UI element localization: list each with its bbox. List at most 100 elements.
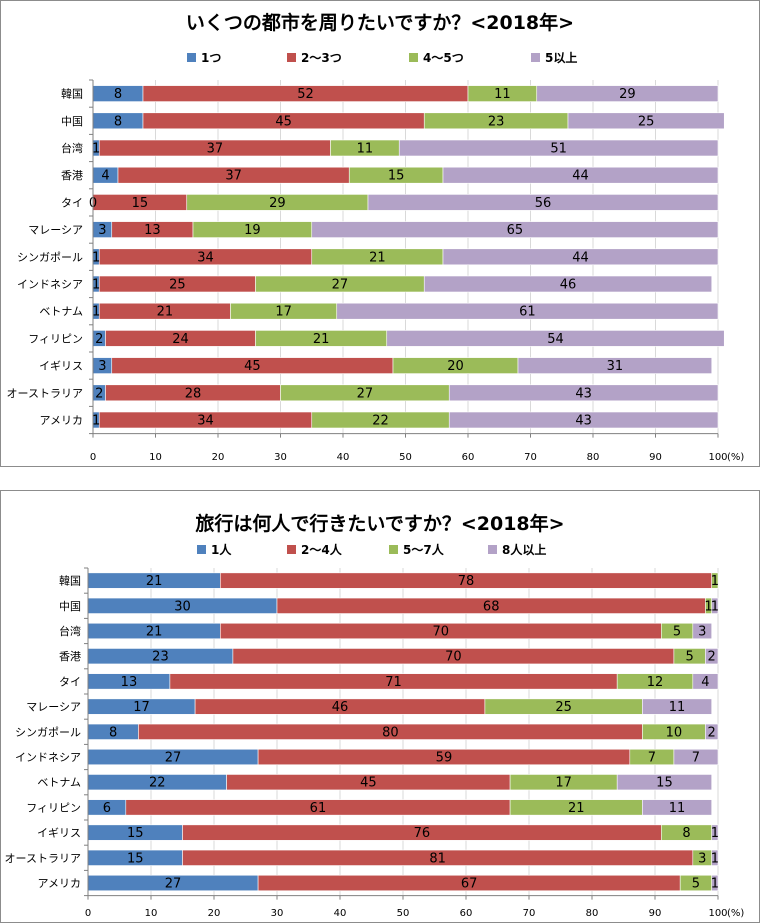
x-tick-label: 60 <box>460 908 473 919</box>
legend-swatch-3 <box>389 545 398 554</box>
legend-label-4: 5以上 <box>545 50 577 65</box>
x-tick-label: 50 <box>397 908 410 919</box>
category-label: インドネシア <box>17 278 83 291</box>
bar-segment <box>642 698 713 715</box>
data-label: 30 <box>174 599 191 614</box>
bar-segment <box>673 748 719 766</box>
data-label: 54 <box>547 332 564 347</box>
data-label: 2 <box>95 386 103 401</box>
data-label: 70 <box>433 625 450 640</box>
data-label: 27 <box>165 751 182 766</box>
legend-swatch-2 <box>287 53 296 62</box>
data-label: 1 <box>711 574 719 589</box>
data-label: 1 <box>92 250 100 265</box>
legend-label-3: 5～7人 <box>403 542 445 557</box>
bar-segment <box>536 85 719 102</box>
category-label: アメリカ <box>38 877 81 890</box>
x-tick-label: 80 <box>587 452 600 463</box>
chart-panel-cities: いくつの都市を周りたいですか？<2018年> 1つ 2～3つ 4～5つ 5以上 8 52 11… <box>0 0 760 467</box>
data-label: 71 <box>385 675 402 690</box>
data-label: 4 <box>101 169 109 184</box>
data-label: 8 <box>109 725 117 740</box>
data-label: 11 <box>494 87 511 102</box>
category-label: インドネシア <box>15 751 81 764</box>
bar-segment <box>448 411 719 429</box>
category-label: マレーシア <box>28 224 83 237</box>
x-tick-label: 90 <box>649 908 662 919</box>
x-tick-label: 10 <box>145 908 158 919</box>
legend-swatch-1 <box>187 53 196 62</box>
x-tick-label: 100 <box>708 908 727 919</box>
chart-panel-party-size: 旅行は何人で行きたいですか？<2018年> 1人 2～4人 5～7人 8人以上 21 78 1… <box>0 490 760 923</box>
data-label: 5 <box>673 625 681 640</box>
category-label: タイ <box>59 675 81 688</box>
legend-label-1: 1人 <box>211 542 232 557</box>
data-label: 22 <box>372 414 389 429</box>
data-label: 81 <box>429 851 446 866</box>
data-label: 17 <box>555 776 572 791</box>
data-label: 80 <box>382 725 399 740</box>
x-tick-label: 20 <box>212 452 225 463</box>
data-label: 1 <box>92 305 100 320</box>
data-label: 1 <box>92 278 100 293</box>
data-label: 21 <box>146 574 163 589</box>
data-label: 5 <box>686 650 694 665</box>
data-label: 15 <box>127 851 144 866</box>
x-tick-label: 30 <box>271 908 284 919</box>
data-label: 24 <box>172 332 189 347</box>
legend-label-2: 2～4人 <box>301 542 343 557</box>
data-label: 4 <box>701 675 709 690</box>
chart-title: 旅行は何人で行きたいですか？<2018年> <box>195 512 564 535</box>
data-label: 61 <box>310 801 327 816</box>
bar-segment <box>367 194 719 211</box>
category-label: 台湾 <box>61 141 83 155</box>
data-label: 21 <box>568 801 585 816</box>
data-label: 21 <box>146 625 163 640</box>
data-label: 25 <box>638 114 655 129</box>
data-label: 51 <box>550 142 567 157</box>
x-tick-label: 30 <box>274 452 287 463</box>
data-label: 3 <box>98 223 106 238</box>
category-label: ベトナム <box>39 305 83 318</box>
category-label: シンガポール <box>17 251 83 264</box>
bar-segment <box>336 302 719 320</box>
category-label: オーストラリア <box>5 852 81 865</box>
bar-segment <box>711 874 719 892</box>
legend-label-4: 8人以上 <box>502 542 546 557</box>
category-label: イギリス <box>37 827 81 840</box>
legend-swatch-2 <box>287 545 296 554</box>
data-label: 8 <box>114 114 122 129</box>
data-label: 46 <box>332 700 349 715</box>
data-label: 1 <box>92 414 100 429</box>
bar-segment <box>711 849 719 866</box>
category-label: イギリス <box>39 360 83 373</box>
x-tick-label: 70 <box>524 452 537 463</box>
data-label: 45 <box>360 776 377 791</box>
data-label: 28 <box>185 386 202 401</box>
data-label: 23 <box>152 650 169 665</box>
category-label: オーストラリア <box>7 387 83 400</box>
x-tick-label: 80 <box>586 908 599 919</box>
legend-label-1: 1つ <box>201 51 221 65</box>
bar-segment <box>642 799 713 816</box>
data-label: 1 <box>711 599 719 614</box>
data-label: 68 <box>483 599 500 614</box>
data-label: 21 <box>369 250 386 265</box>
x-tick-label: 40 <box>334 908 347 919</box>
legend-label-3: 4～5つ <box>423 51 464 65</box>
bar-segment <box>705 648 719 665</box>
data-label: 11 <box>357 142 374 157</box>
data-label: 65 <box>507 223 524 238</box>
data-label: 17 <box>275 305 292 320</box>
category-label: 台湾 <box>59 624 81 638</box>
data-label: 27 <box>165 877 182 892</box>
data-label: 59 <box>436 751 453 766</box>
data-label: 6 <box>103 801 111 816</box>
bar-segment <box>423 275 713 293</box>
data-label: 23 <box>488 114 505 129</box>
category-label: タイ <box>61 196 83 209</box>
x-tick-label: 0 <box>90 452 96 463</box>
data-label: 56 <box>535 196 552 211</box>
legend-swatch-1 <box>197 545 206 554</box>
data-label: 2 <box>708 725 716 740</box>
